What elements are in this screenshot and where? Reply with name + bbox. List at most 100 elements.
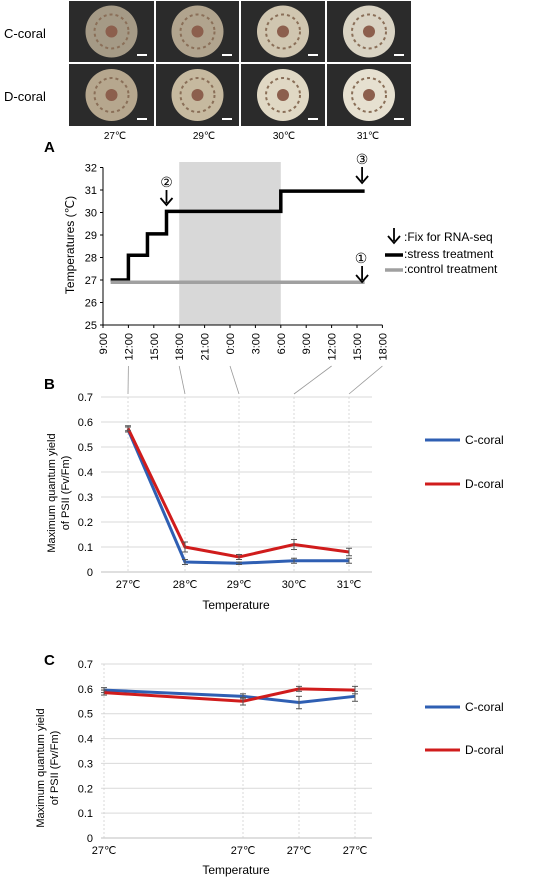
y-axis-label-c-line1: Maximum quantum yield bbox=[35, 708, 47, 827]
y-tick-label-c: 0.6 bbox=[78, 684, 93, 696]
series-line-d-coral bbox=[126, 427, 350, 559]
panel-label-c: C bbox=[44, 652, 55, 669]
x-tick-label-c: 27℃ bbox=[343, 845, 368, 857]
x-tick-label-a: 12:00 bbox=[327, 333, 339, 361]
x-axis-label-c: Temperature bbox=[202, 863, 270, 877]
x-tick-label-b: 28℃ bbox=[173, 579, 198, 591]
legend-stress-label: :stress treatment bbox=[404, 247, 494, 261]
coral-mouth bbox=[191, 25, 204, 38]
x-axis-label-b: Temperature bbox=[202, 598, 270, 612]
coral-septa bbox=[351, 13, 387, 50]
connector-line bbox=[178, 365, 186, 395]
panel-b: B Maximum quantum yield of PSII (Fv/Fm) … bbox=[44, 376, 504, 612]
coral-septa bbox=[93, 77, 130, 113]
y-axis-label-b-line1: Maximum quantum yield bbox=[46, 433, 58, 552]
y-tick-label-b: 0.3 bbox=[78, 492, 93, 504]
legend-label-d-coral: D-coral bbox=[465, 477, 504, 491]
y-tick-label-c: 0 bbox=[87, 833, 93, 845]
coral-septa bbox=[351, 77, 387, 113]
y-tick-label-c: 0.4 bbox=[78, 734, 93, 746]
coral-septa bbox=[179, 13, 216, 50]
connector-line bbox=[348, 365, 383, 395]
x-tick-label-a: 15:00 bbox=[352, 333, 364, 361]
fix-arrow-1-head bbox=[355, 274, 369, 284]
row-label-d-coral: D-coral bbox=[4, 89, 46, 104]
coral-mouth bbox=[191, 89, 204, 101]
col-label-30: 30℃ bbox=[273, 131, 295, 142]
panel-label-a: A bbox=[44, 139, 55, 156]
panel-a: A dark Temperatures (℃) :Fix for RNA-seq… bbox=[44, 139, 498, 395]
x-tick-label-a: 15:00 bbox=[149, 333, 161, 361]
x-tick-label-c: 27℃ bbox=[231, 845, 256, 857]
coral-mouth bbox=[277, 89, 289, 101]
y-tick-label-a: 28 bbox=[85, 253, 97, 265]
x-tick-label-c: 27℃ bbox=[287, 845, 312, 857]
y-tick-label-c: 0.2 bbox=[78, 783, 93, 795]
series-line-c-coral bbox=[103, 688, 356, 705]
y-tick-label-b: 0.5 bbox=[78, 442, 93, 454]
series-line-d-coral bbox=[103, 687, 356, 703]
x-tick-label-b: 31℃ bbox=[337, 579, 362, 591]
connector-line bbox=[293, 365, 332, 395]
y-tick-label-a: 32 bbox=[85, 163, 97, 175]
x-tick-label-a: 9:00 bbox=[301, 333, 313, 354]
fix-arrow-2-head bbox=[159, 197, 174, 207]
fix-point-label-3: ③ bbox=[356, 151, 369, 167]
coral-mouth bbox=[105, 25, 118, 38]
coral-septa bbox=[93, 13, 130, 50]
x-tick-label-b: 29℃ bbox=[227, 579, 252, 591]
x-tick-label-a: 6:00 bbox=[276, 333, 288, 354]
y-tick-label-b: 0.2 bbox=[78, 517, 93, 529]
coral-mouth bbox=[277, 25, 289, 38]
stress-treatment-line bbox=[110, 189, 365, 282]
legend-label-d-coral: D-coral bbox=[465, 743, 504, 757]
x-tick-label-a: 9:00 bbox=[98, 333, 110, 354]
y-tick-label-a: 27 bbox=[85, 275, 97, 287]
coral-septa bbox=[265, 77, 301, 113]
fix-point-label-1: ① bbox=[355, 250, 368, 266]
dark-period-band bbox=[179, 162, 281, 325]
legend-fix-arrow-head bbox=[387, 235, 401, 245]
y-tick-label-a: 30 bbox=[85, 208, 97, 220]
x-tick-label-a: 18:00 bbox=[377, 333, 389, 361]
panel-label-b: B bbox=[44, 376, 55, 393]
y-axis-label-c-line2: of PSII (Fv/Fm) bbox=[49, 731, 61, 806]
y-tick-label-b: 0.1 bbox=[78, 542, 93, 554]
x-tick-label-a: 0:00 bbox=[225, 333, 237, 354]
y-tick-label-b: 0.6 bbox=[78, 417, 93, 429]
x-tick-label-a: 18:00 bbox=[174, 333, 186, 361]
legend-label-c-coral: C-coral bbox=[465, 700, 504, 714]
y-tick-label-b: 0 bbox=[87, 567, 93, 579]
y-tick-label-a: 26 bbox=[85, 298, 97, 310]
panel-c: C Maximum quantum yield of PSII (Fv/Fm) … bbox=[35, 652, 504, 877]
y-tick-label-a: 25 bbox=[85, 320, 97, 332]
x-tick-label-a: 12:00 bbox=[123, 333, 135, 361]
fix-arrow-3-head bbox=[355, 175, 369, 185]
fix-point-label-2: ② bbox=[160, 174, 173, 190]
coral-mouth bbox=[363, 25, 375, 38]
legend-label-c-coral: C-coral bbox=[465, 433, 504, 447]
coral-septa bbox=[265, 13, 301, 50]
y-tick-label-c: 0.3 bbox=[78, 758, 93, 770]
row-label-c-coral: C-coral bbox=[4, 26, 46, 41]
coral-mouth bbox=[363, 89, 375, 101]
y-tick-label-b: 0.4 bbox=[78, 467, 93, 479]
y-tick-label-a: 31 bbox=[85, 185, 97, 197]
photo-grid: C-coral D-coral 27℃ 29℃ 30℃ 31℃ bbox=[4, 1, 411, 142]
col-label-27: 27℃ bbox=[104, 131, 126, 142]
y-tick-label-a: 29 bbox=[85, 230, 97, 242]
y-axis-label-b-line2: of PSII (Fv/Fm) bbox=[60, 456, 72, 531]
legend-fix-label: :Fix for RNA-seq bbox=[404, 230, 493, 244]
x-tick-label-a: 3:00 bbox=[250, 333, 262, 354]
col-label-31: 31℃ bbox=[357, 131, 379, 142]
x-tick-label-b: 30℃ bbox=[282, 579, 307, 591]
x-tick-label-c: 27℃ bbox=[92, 845, 117, 857]
y-tick-label-c: 0.1 bbox=[78, 808, 93, 820]
legend-control-label: :control treatment bbox=[404, 262, 498, 276]
col-label-29: 29℃ bbox=[193, 131, 215, 142]
y-axis-label-a: Temperatures (℃) bbox=[63, 196, 77, 294]
coral-septa bbox=[179, 77, 216, 113]
y-tick-label-b: 0.7 bbox=[78, 392, 93, 404]
y-tick-label-c: 0.5 bbox=[78, 709, 93, 721]
